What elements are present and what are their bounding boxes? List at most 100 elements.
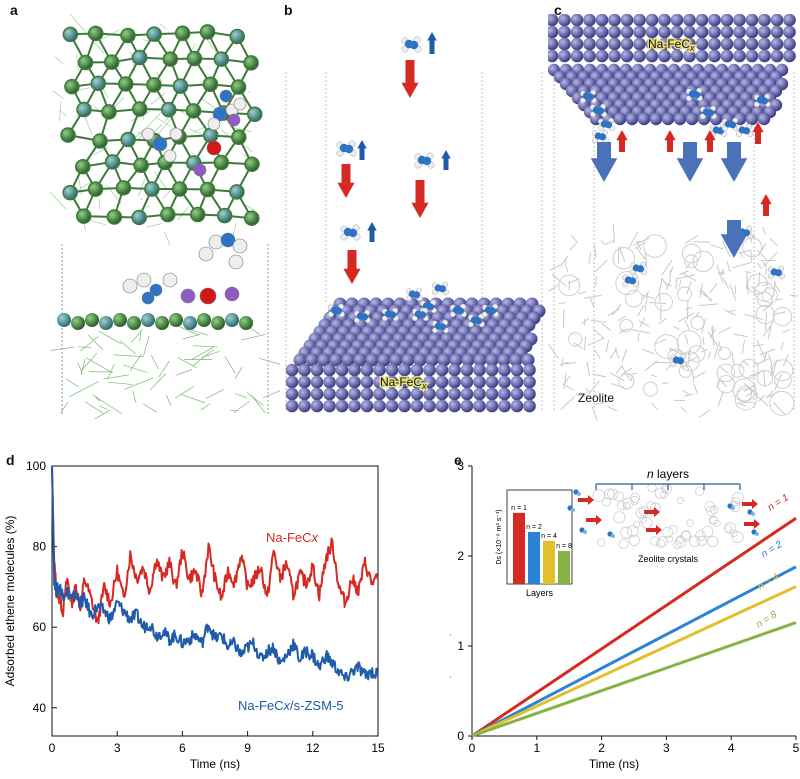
- surface-atom: [298, 387, 311, 401]
- schematic-molecule: [751, 512, 755, 516]
- fe-atom: [244, 210, 260, 226]
- zeolite-bond: [702, 336, 705, 345]
- zeolite-bond: [563, 372, 567, 389]
- surface-atom: [658, 37, 671, 51]
- zeolite-bond: [710, 244, 724, 250]
- zeolite-ring: [731, 497, 741, 507]
- surface-atom: [783, 37, 796, 51]
- adsorbate-atom: [198, 246, 214, 262]
- ethene-molecule: [630, 261, 647, 276]
- zeolite-ring: [620, 526, 633, 539]
- zeolite-bond: [600, 239, 607, 246]
- surface-atom: [448, 399, 461, 413]
- surface-atom: [460, 375, 474, 389]
- x-axis-label: Time (ns): [190, 757, 240, 771]
- surface-atom: [285, 363, 299, 377]
- c-atom: [344, 144, 354, 154]
- fe-atom: [174, 25, 191, 42]
- zeolite-bond: [627, 231, 639, 250]
- zeolite-bond: [651, 374, 658, 378]
- zeolite-ring: [614, 491, 625, 502]
- surface-atom: [323, 387, 336, 401]
- zeolite-label: Zeolite: [578, 391, 614, 405]
- x-tick-label: 2: [598, 741, 605, 755]
- zeolite-bond: [714, 345, 719, 358]
- adsorbate-atom: [122, 278, 138, 294]
- surface-atom: [498, 375, 511, 389]
- zeolite-bond: [661, 260, 673, 276]
- zeolite-bond: [630, 374, 634, 382]
- c-atom: [692, 91, 701, 99]
- surface-atom: [448, 387, 461, 401]
- zeolite-ring: [643, 234, 667, 258]
- surface-atom: [770, 37, 784, 51]
- chart-e: 0 1 2 3 4 5 0 1 2 3 Time (ns) MSD (×10⁴ Å²) n = 1 n =…: [450, 459, 800, 771]
- fe-atom: [99, 316, 113, 330]
- zeolite-bond: [571, 234, 577, 242]
- zeolite-bond: [716, 264, 724, 284]
- surface-atom: [708, 37, 721, 51]
- surface-atom: [510, 399, 524, 413]
- surface-atom: [335, 399, 349, 413]
- down-arrow: [343, 250, 361, 284]
- schematic-arrow: [646, 525, 662, 535]
- down-arrow: [401, 60, 419, 98]
- surface-atom: [633, 14, 646, 27]
- zeolite-bond: [651, 402, 659, 411]
- surface-atom: [608, 25, 621, 39]
- zeolite-bond: [615, 364, 624, 375]
- zeolite-ring: [705, 506, 716, 517]
- ethene-molecule: [686, 87, 703, 102]
- zeolite-bond: [605, 339, 610, 353]
- zeolite-bond: [709, 282, 718, 293]
- surface-atom: [745, 112, 759, 126]
- surface-atom: [285, 387, 299, 401]
- panel-a-structure: [49, 14, 280, 420]
- ethene-molecule: [622, 273, 639, 288]
- zeolite-bond: [548, 343, 559, 359]
- zeolite-ring: [607, 488, 619, 500]
- zeolite-bond: [575, 394, 588, 397]
- surface-atom: [608, 49, 621, 63]
- surface-atom: [670, 37, 684, 51]
- surface-atom: [645, 37, 659, 51]
- up-arrow: [704, 130, 716, 152]
- surface-atom: [608, 37, 621, 51]
- surface-atom: [521, 353, 535, 367]
- fe-atom: [113, 313, 127, 327]
- surface-atom: [385, 387, 399, 401]
- zeolite-ring: [734, 388, 757, 411]
- zeolite-ring: [681, 243, 702, 264]
- surface-atom: [460, 399, 474, 413]
- zeolite-bond: [644, 360, 658, 372]
- fe-atom: [183, 316, 197, 330]
- zeolite-ring: [732, 492, 744, 504]
- zeolite-bond: [614, 347, 620, 359]
- surface-atom: [783, 49, 796, 63]
- surface-atom: [658, 25, 671, 39]
- zeolite-bond: [685, 307, 693, 310]
- inset-bar: [513, 512, 525, 584]
- ethene-molecule: [354, 309, 371, 324]
- zeolite-bond: [739, 403, 747, 407]
- fe-atom: [229, 28, 246, 45]
- surface-atom: [645, 14, 659, 27]
- zeolite-bond: [583, 336, 587, 351]
- fe-atom: [197, 313, 211, 327]
- zeolite-bond: [669, 269, 672, 282]
- zeolite-bond: [573, 342, 584, 350]
- surface-atom: [745, 49, 759, 63]
- surface-atom: [423, 399, 436, 413]
- surface-atom: [448, 375, 461, 389]
- surface-atom: [583, 25, 596, 39]
- surface-atom: [758, 25, 771, 39]
- fe-atom: [146, 77, 162, 93]
- x-tick-label: 15: [371, 741, 385, 755]
- panel-letter-e: e: [454, 452, 462, 468]
- surface-atom: [449, 353, 463, 367]
- fe-atom: [104, 154, 121, 170]
- zeolite-bond: [589, 297, 595, 308]
- zeolite-bond: [549, 264, 561, 271]
- zeolite-bond: [565, 384, 574, 391]
- c-atom: [488, 307, 497, 315]
